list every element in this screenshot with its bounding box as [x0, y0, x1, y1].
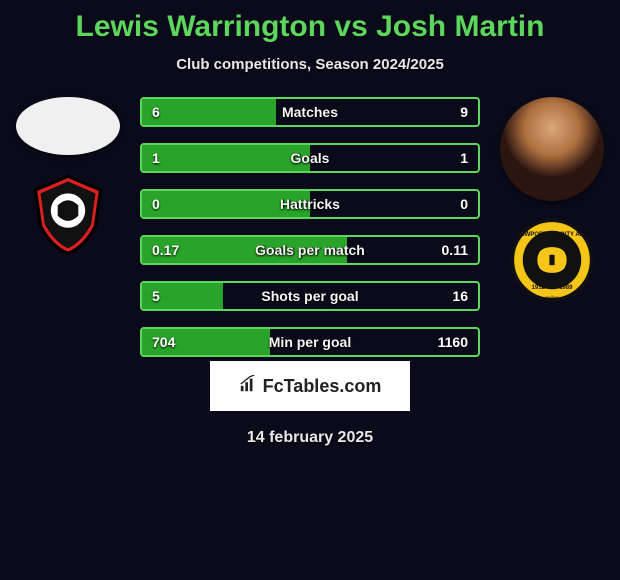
stat-right-value: 9: [460, 99, 468, 125]
comparison-panel: NEWPORT COUNTY AFC 1912 1989 exiles 6 Ma…: [0, 97, 620, 357]
stat-row-matches: 6 Matches 9: [140, 97, 480, 127]
watermark-text: FcTables.com: [263, 376, 382, 397]
svg-text:exiles: exiles: [545, 296, 559, 302]
stat-label: Min per goal: [142, 329, 478, 355]
left-player-column: [8, 97, 128, 257]
stat-right-value: 1: [460, 145, 468, 171]
stat-right-value: 0.11: [442, 237, 468, 263]
stat-label: Goals per match: [142, 237, 478, 263]
subtitle: Club competitions, Season 2024/2025: [0, 44, 620, 73]
stat-row-goals: 1 Goals 1: [140, 143, 480, 173]
page-title: Lewis Warrington vs Josh Martin: [0, 0, 620, 44]
right-player-column: NEWPORT COUNTY AFC 1912 1989 exiles: [492, 97, 612, 303]
stat-row-hattricks: 0 Hattricks 0: [140, 189, 480, 219]
stat-row-mpg: 704 Min per goal 1160: [140, 327, 480, 357]
left-player-photo: [16, 97, 120, 155]
stat-row-gpm: 0.17 Goals per match 0.11: [140, 235, 480, 265]
stat-right-value: 0: [460, 191, 468, 217]
svg-text:NEWPORT COUNTY AFC: NEWPORT COUNTY AFC: [516, 232, 588, 238]
stat-label: Shots per goal: [142, 283, 478, 309]
svg-text:1912: 1912: [532, 285, 546, 291]
stat-bars: 6 Matches 9 1 Goals 1 0 Hattricks 0 0.17…: [140, 97, 480, 373]
left-club-logo: [19, 171, 117, 257]
right-player-photo: [500, 97, 604, 201]
chart-icon: [239, 375, 257, 398]
date: 14 february 2025: [0, 429, 620, 447]
stat-right-value: 16: [452, 283, 468, 309]
stat-label: Matches: [142, 99, 478, 125]
svg-text:1989: 1989: [559, 285, 573, 291]
stat-row-spg: 5 Shots per goal 16: [140, 281, 480, 311]
stat-right-value: 1160: [438, 329, 468, 355]
right-club-logo: NEWPORT COUNTY AFC 1912 1989 exiles: [503, 217, 601, 303]
stat-label: Goals: [142, 145, 478, 171]
stat-label: Hattricks: [142, 191, 478, 217]
